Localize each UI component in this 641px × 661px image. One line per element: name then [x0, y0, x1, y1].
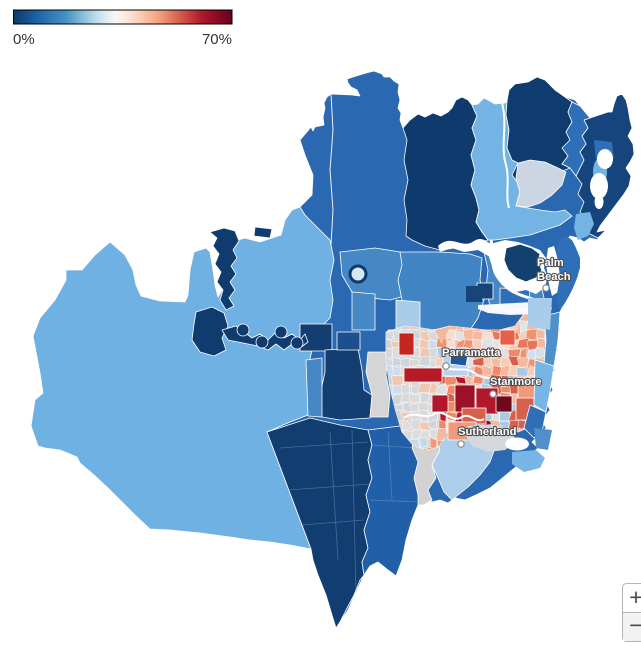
svg-text:70%: 70%	[202, 31, 232, 48]
svg-text:Beach: Beach	[537, 271, 571, 283]
svg-text:−: −	[629, 612, 641, 638]
svg-text:Parramatta: Parramatta	[442, 347, 501, 359]
svg-text:Sutherland: Sutherland	[458, 426, 517, 438]
svg-text:Palm: Palm	[537, 257, 564, 269]
svg-text:Stanmore: Stanmore	[490, 376, 542, 388]
svg-text:0%: 0%	[13, 31, 35, 48]
svg-text:+: +	[629, 584, 641, 610]
